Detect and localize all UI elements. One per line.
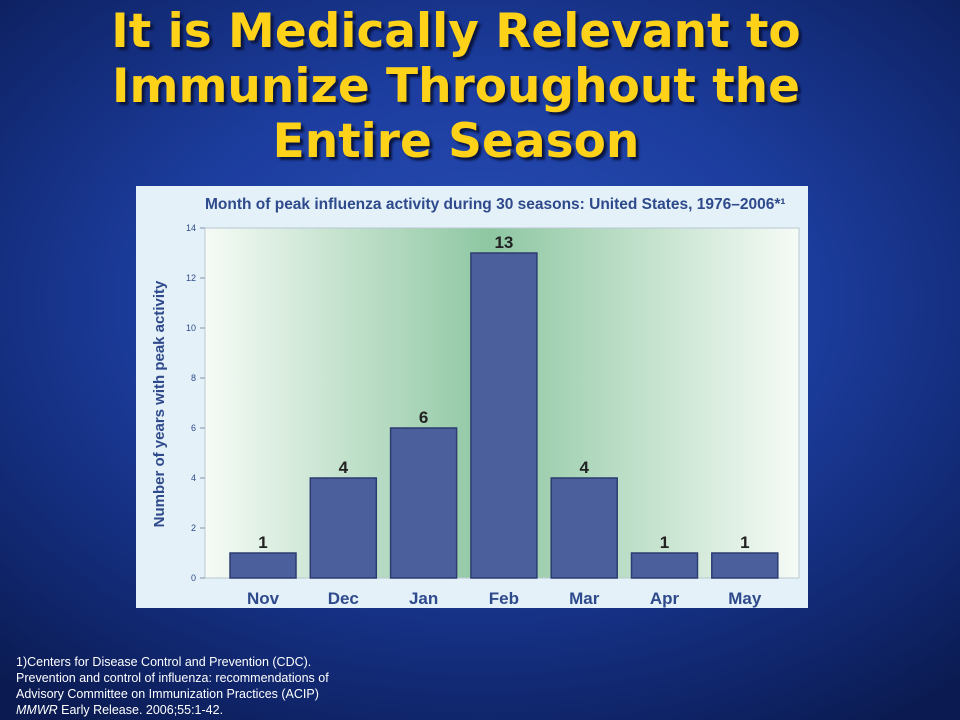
y-axis-label: Number of years with peak activity (151, 280, 168, 527)
bar-nov (229, 552, 297, 579)
footnote-line-2: Prevention and control of influenza: rec… (16, 671, 329, 685)
x-tick-label-nov: Nov (247, 589, 280, 608)
slide-title-line-3: Entire Season (272, 114, 640, 169)
data-label-may: 1 (740, 533, 749, 552)
footnote-journal: MMWR (16, 703, 58, 717)
footnote-line-3: Advisory Committee on Immunization Pract… (16, 687, 319, 701)
bar-mar (550, 477, 618, 579)
bar-may (711, 552, 779, 579)
data-label-apr: 1 (660, 533, 669, 552)
reference-footnote: 1)Centers for Disease Control and Preven… (16, 654, 416, 718)
data-label-jan: 6 (419, 408, 428, 427)
data-label-mar: 4 (579, 458, 589, 477)
x-tick-label-dec: Dec (328, 589, 359, 608)
x-axis: Nov Dec Jan Feb Mar Apr May (247, 589, 762, 608)
y-axis: 0 2 4 6 8 10 12 14 (186, 223, 205, 583)
footnote-line-1: 1)Centers for Disease Control and Preven… (16, 655, 312, 669)
y-tick-label: 4 (191, 473, 196, 483)
bar-dec (309, 477, 378, 579)
chart-title: Month of peak influenza activity during … (205, 196, 786, 213)
bars: 1 4 6 13 4 1 1 (229, 233, 779, 579)
y-tick-label: 8 (191, 373, 196, 383)
y-tick-label: 2 (191, 523, 196, 533)
x-tick-label-apr: Apr (650, 589, 680, 608)
y-tick-label: 0 (191, 573, 196, 583)
data-label-nov: 1 (258, 533, 267, 552)
slide-title-line-1: It is Medically Relevant to (111, 4, 801, 59)
bar-apr (630, 552, 699, 579)
x-tick-label-feb: Feb (489, 589, 519, 608)
y-tick-label: 12 (186, 273, 196, 283)
bar-feb (470, 252, 538, 579)
x-tick-label-may: May (728, 589, 762, 608)
footnote-citation: Early Release. 2006;55:1-42. (57, 703, 224, 717)
slide-title: It is Medically Relevant to Immunize Thr… (0, 4, 912, 169)
slide-title-line-2: Immunize Throughout the (112, 59, 800, 114)
y-tick-label: 6 (191, 423, 196, 433)
chart-panel: Month of peak influenza activity during … (136, 186, 808, 608)
y-tick-label: 14 (186, 223, 196, 233)
x-tick-label-mar: Mar (569, 589, 600, 608)
x-tick-label-jan: Jan (409, 589, 438, 608)
bar-jan (389, 427, 458, 579)
y-tick-label: 10 (186, 323, 196, 333)
footnote-line-4: MMWR Early Release. 2006;55:1-42. (16, 702, 416, 718)
data-label-feb: 13 (494, 233, 513, 252)
data-label-dec: 4 (339, 458, 349, 477)
bar-chart: Month of peak influenza activity during … (151, 196, 800, 608)
